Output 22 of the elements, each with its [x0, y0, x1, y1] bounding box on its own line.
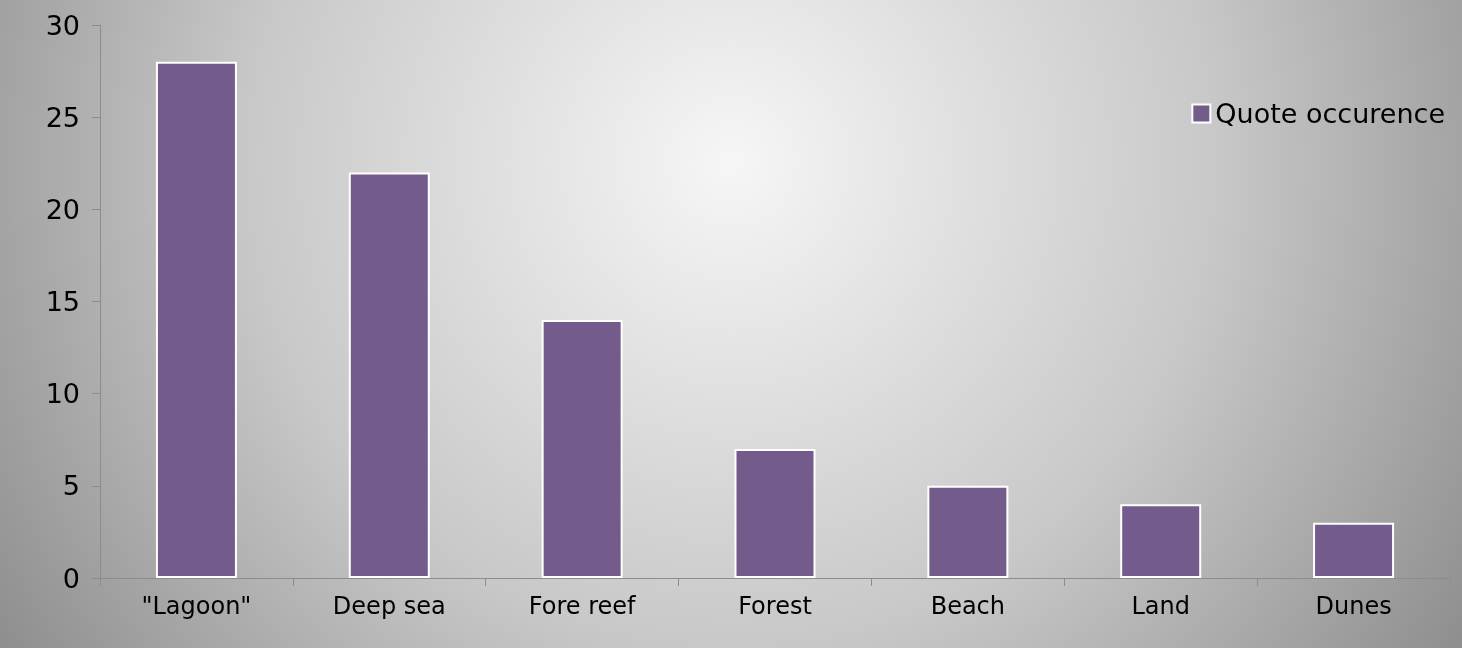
bar	[348, 172, 430, 578]
x-tick-label: Forest	[738, 592, 812, 620]
bar	[155, 61, 237, 578]
bar	[1313, 522, 1395, 578]
x-tick-label: Deep sea	[332, 592, 446, 620]
y-tick-label: 20	[45, 193, 80, 225]
bar	[927, 485, 1009, 578]
y-tick-label: 30	[45, 9, 80, 41]
bar	[1120, 504, 1202, 578]
x-tick-label: Dunes	[1315, 592, 1392, 620]
y-tick-label: 0	[62, 562, 80, 594]
bar	[734, 448, 816, 578]
legend-label: Quote occurence	[1215, 98, 1445, 129]
bar	[541, 319, 623, 578]
x-tick-label: Beach	[930, 592, 1006, 620]
x-tick-label: Land	[1131, 592, 1190, 620]
y-tick-label: 5	[62, 470, 80, 502]
y-tick-label: 15	[45, 286, 80, 317]
y-tick-label: 25	[45, 101, 80, 133]
x-tick-label: Fore reef	[528, 592, 637, 620]
y-tick-label: 10	[45, 378, 80, 410]
x-tick-label: "Lagoon"	[141, 592, 252, 620]
